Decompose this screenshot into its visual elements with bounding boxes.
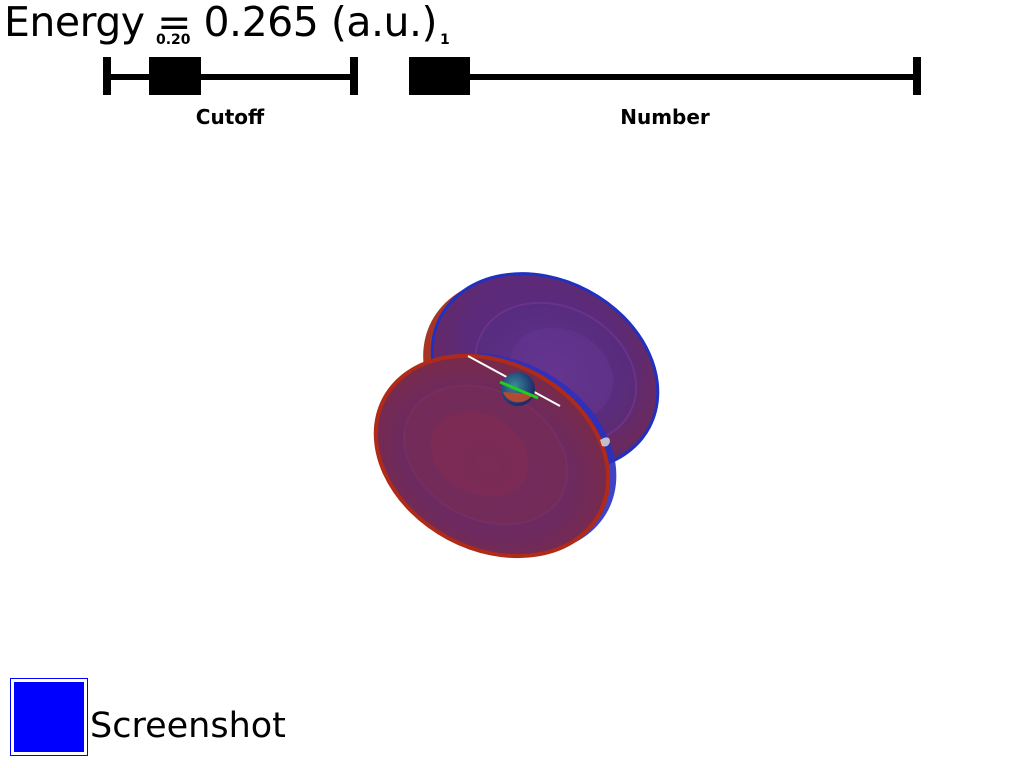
screenshot-button-fill [14, 682, 84, 752]
cutoff-slider-track[interactable] [103, 74, 358, 80]
cutoff-slider-max-cap [350, 57, 358, 95]
cutoff-slider[interactable] [103, 57, 358, 97]
number-slider[interactable] [409, 57, 921, 97]
screenshot-button[interactable] [10, 678, 88, 756]
orbital-render[interactable] [0, 140, 1024, 670]
number-value: 1 [440, 32, 450, 48]
screenshot-label: Screenshot [90, 706, 286, 746]
cutoff-value: 0.20 [156, 32, 191, 48]
cutoff-slider-handle[interactable] [149, 57, 201, 95]
energy-title: Energy = 0.265 (a.u.) [4, 0, 438, 46]
edge-artifact [600, 437, 610, 447]
number-slider-max-cap [913, 57, 921, 95]
cutoff-label: Cutoff [195, 105, 265, 129]
cutoff-slider-min-cap [103, 57, 111, 95]
number-slider-track[interactable] [409, 74, 921, 80]
3d-viewport[interactable] [0, 140, 1024, 670]
lower-lobe [373, 353, 617, 559]
nucleus [499, 372, 539, 406]
number-label: Number [620, 105, 710, 129]
number-slider-handle[interactable] [409, 57, 470, 95]
